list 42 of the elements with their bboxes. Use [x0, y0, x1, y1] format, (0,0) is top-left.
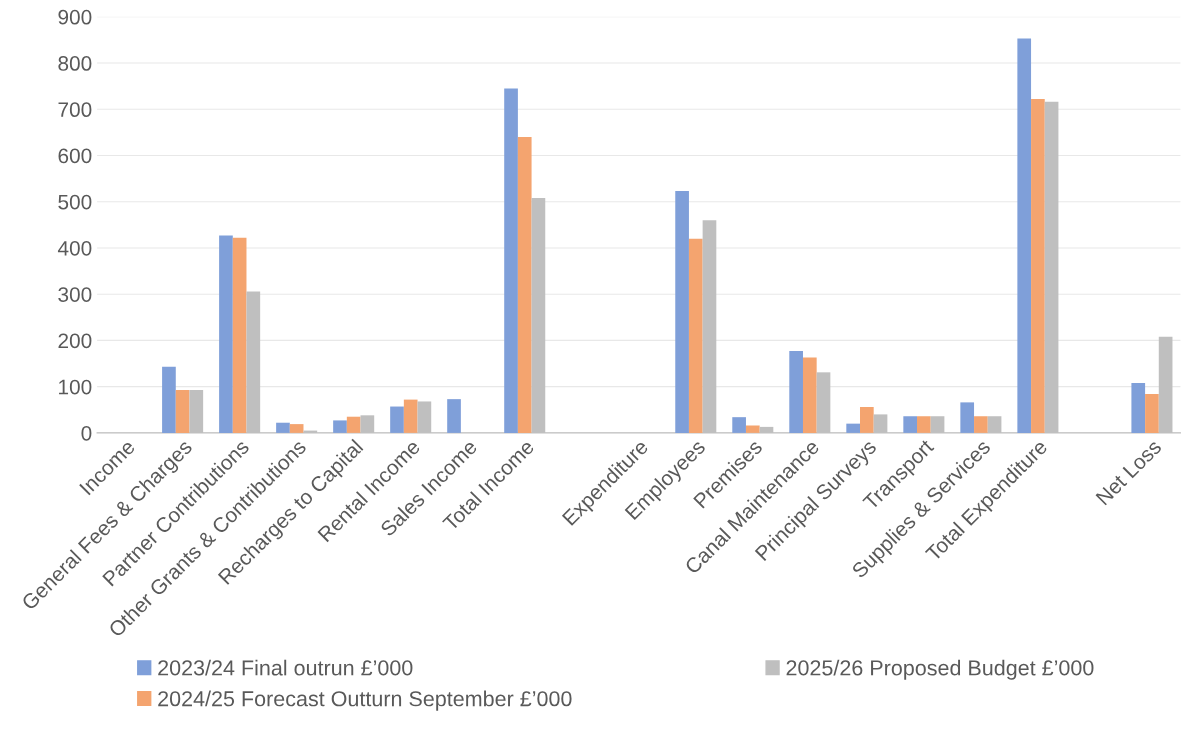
bar — [745, 425, 760, 433]
bar — [447, 399, 461, 433]
bar — [232, 237, 247, 433]
bar — [390, 406, 404, 433]
bar — [517, 137, 532, 433]
bar — [276, 422, 290, 433]
bar — [1145, 394, 1159, 433]
legend-label: 2024/25 Forecast Outturn September £’000 — [158, 690, 572, 711]
bar — [403, 399, 418, 433]
bar — [917, 416, 931, 433]
y-tick-label: 800 — [58, 56, 92, 71]
bar — [504, 88, 518, 433]
bar — [974, 416, 988, 433]
bar — [732, 417, 746, 433]
bar — [162, 366, 176, 433]
y-tick-label: 600 — [58, 148, 92, 164]
bar — [688, 238, 703, 433]
bar — [860, 407, 874, 433]
bar — [846, 423, 860, 433]
y-tick-label: 700 — [58, 102, 92, 118]
bar — [289, 424, 304, 433]
bar — [175, 389, 190, 433]
bar — [802, 357, 817, 433]
y-tick-label: 900 — [58, 9, 92, 25]
legend-label: 2023/24 Final outrun £’000 — [158, 659, 413, 676]
bar — [219, 235, 233, 433]
legend-label: 2025/26 Proposed Budget £’000 — [786, 659, 1094, 680]
bar — [675, 191, 689, 433]
bar — [960, 402, 975, 433]
bar — [789, 351, 803, 433]
y-tick-label: 0 — [81, 425, 92, 441]
bar — [1131, 382, 1146, 433]
bar — [1017, 38, 1032, 433]
y-tick-label: 500 — [58, 194, 92, 210]
bar — [333, 420, 347, 433]
y-tick-label: 300 — [58, 287, 92, 302]
bar — [903, 416, 918, 433]
bar — [346, 416, 361, 433]
y-tick-label: 200 — [58, 333, 92, 349]
y-tick-label: 400 — [57, 240, 92, 256]
bar — [1031, 99, 1045, 433]
y-tick-label: 100 — [59, 379, 92, 395]
